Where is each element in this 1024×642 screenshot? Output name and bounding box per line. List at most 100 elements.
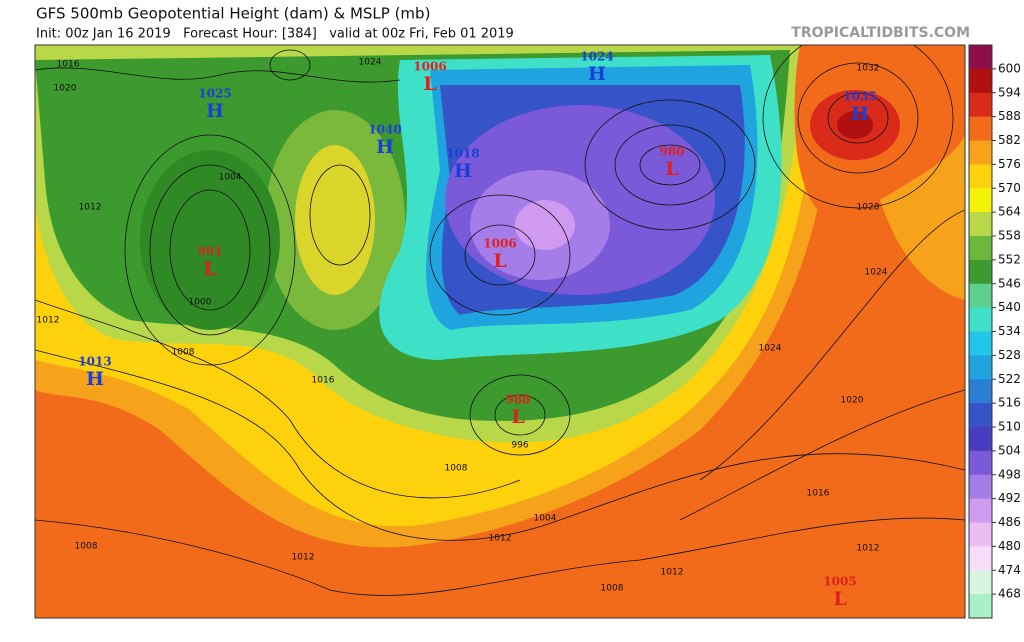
colorbar-label: 600 xyxy=(998,61,1021,75)
isobar-label: 996 xyxy=(511,441,528,451)
colorbar-swatch xyxy=(969,140,992,165)
colorbar-label: 588 xyxy=(998,109,1021,123)
center-letter: L xyxy=(833,588,846,610)
colorbar-label: 516 xyxy=(998,396,1021,410)
height-field xyxy=(837,111,873,139)
colorbar-swatch xyxy=(969,212,992,237)
colorbar-label: 474 xyxy=(998,563,1021,577)
colorbar-label: 564 xyxy=(998,205,1021,219)
height-field xyxy=(140,150,280,330)
isobar-label: 1024 xyxy=(759,344,782,354)
colorbar-label: 558 xyxy=(998,229,1021,243)
center-letter: H xyxy=(206,100,224,122)
center-value: 1024 xyxy=(580,50,613,64)
colorbar-swatch xyxy=(969,450,992,476)
colorbar-label: 576 xyxy=(998,157,1021,171)
isobar-label: 1020 xyxy=(54,84,77,94)
colorbar-swatch xyxy=(969,188,992,213)
colorbar-label: 546 xyxy=(998,276,1021,290)
colorbar-swatch xyxy=(969,379,992,404)
center-letter: H xyxy=(851,103,869,125)
isobar-label: 1024 xyxy=(359,58,382,68)
colorbar-swatch xyxy=(969,68,992,94)
center-value: 991 xyxy=(197,245,222,259)
map-title: GFS 500mb Geopotential Height (dam) & MS… xyxy=(36,5,430,23)
isobar-label: 1012 xyxy=(857,544,880,554)
colorbar-swatch xyxy=(969,546,992,571)
isobar-label: 1000 xyxy=(189,298,212,308)
colorbar-label: 468 xyxy=(998,587,1021,601)
isobar-label: 1024 xyxy=(865,268,888,278)
colorbar-label: 540 xyxy=(998,300,1021,314)
center-value: 980 xyxy=(659,145,684,159)
center-letter: L xyxy=(203,258,216,280)
colorbar-label: 510 xyxy=(998,420,1021,434)
source-label: TROPICALTIDBITS.COM xyxy=(791,25,970,41)
isobar-label: 1012 xyxy=(37,316,60,326)
colorbar-swatch xyxy=(969,474,992,500)
colorbar-swatch xyxy=(969,259,992,285)
center-value: 1006 xyxy=(413,60,446,74)
center-letter: H xyxy=(454,160,472,182)
isobar-label: 1004 xyxy=(219,173,242,183)
colorbar-label: 552 xyxy=(998,252,1021,266)
isobar-label: 1008 xyxy=(445,464,468,474)
center-letter: L xyxy=(511,406,524,428)
isobar-label: 1012 xyxy=(489,534,512,544)
colorbar-label: 480 xyxy=(998,539,1021,553)
center-letter: H xyxy=(588,63,606,85)
colorbar-swatch xyxy=(969,570,992,595)
colorbar-swatch xyxy=(969,236,992,261)
colorbar-swatch xyxy=(969,45,992,70)
colorbar-swatch xyxy=(969,307,992,332)
colorbar: 600 594 588 582 576 570 564 558 552 546 540 534 528 5… xyxy=(968,44,1021,619)
colorbar-swatch xyxy=(969,403,992,428)
isobars xyxy=(35,45,965,596)
center-letter: L xyxy=(423,73,436,95)
isobar-label: 1008 xyxy=(601,584,624,594)
colorbar-label: 528 xyxy=(998,348,1021,362)
height-field xyxy=(515,200,575,250)
isobar-label: 1008 xyxy=(75,542,98,552)
isobar-label: 1012 xyxy=(79,203,102,213)
center-value: 1025 xyxy=(198,87,231,101)
colorbar-swatch xyxy=(969,92,992,118)
colorbar-label: 534 xyxy=(998,324,1021,338)
center-letter: L xyxy=(665,158,678,180)
center-letter: L xyxy=(493,250,506,272)
colorbar-label: 504 xyxy=(998,443,1021,457)
colorbar-label: 522 xyxy=(998,372,1021,386)
colorbar-swatch xyxy=(969,427,992,452)
colorbar-label: 582 xyxy=(998,133,1021,147)
colorbar-swatch xyxy=(969,164,992,189)
isobar-label: 1016 xyxy=(312,376,335,386)
center-value: 1013 xyxy=(78,355,111,369)
colorbar-label: 492 xyxy=(998,491,1021,505)
height-field xyxy=(265,110,405,330)
isobar-label: 1004 xyxy=(534,514,557,524)
isobar-label: 1032 xyxy=(857,64,880,74)
height-field xyxy=(880,130,965,300)
isobar-label: 1020 xyxy=(841,396,864,406)
center-value: 1005 xyxy=(823,575,856,589)
center-value: 1018 xyxy=(446,147,479,161)
colorbar-label: 594 xyxy=(998,85,1021,99)
colorbar-label: 570 xyxy=(998,181,1021,195)
map-subtitle: Init: 00z Jan 16 2019 Forecast Hour: [38… xyxy=(36,27,514,42)
center-value: 1006 xyxy=(483,237,516,251)
center-value: 988 xyxy=(505,393,530,407)
colorbar-swatch xyxy=(969,283,992,309)
center-value: 1040 xyxy=(368,123,401,137)
map-area xyxy=(34,44,966,619)
center-letter: H xyxy=(376,136,394,158)
center-letter: H xyxy=(86,368,104,390)
isobar-label: 1016 xyxy=(57,60,80,70)
colorbar-swatch xyxy=(969,116,992,141)
colorbar-swatch xyxy=(969,522,992,547)
isobar-labels: 1016 1020 1012 1004 1000 1008 1012 1016 1008 1012… xyxy=(37,58,888,594)
isobar-label: 1008 xyxy=(172,348,195,358)
isobar-label: 1028 xyxy=(857,203,880,213)
isobar-label: 1012 xyxy=(292,553,315,563)
